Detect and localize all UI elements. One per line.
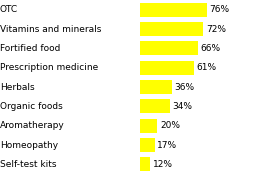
Text: Homeopathy: Homeopathy [0,140,58,149]
Text: Aromatherapy: Aromatherapy [0,121,65,130]
Text: Prescription medicine: Prescription medicine [0,63,98,72]
Text: Herbals: Herbals [0,82,35,92]
Text: Self-test kits: Self-test kits [0,160,56,169]
FancyBboxPatch shape [140,138,155,152]
FancyBboxPatch shape [140,22,203,36]
Text: Vitamins and minerals: Vitamins and minerals [0,25,101,34]
Text: Organic foods: Organic foods [0,102,63,111]
Text: Fortified food: Fortified food [0,44,60,53]
FancyBboxPatch shape [140,61,193,75]
Text: 17%: 17% [157,140,178,149]
Text: OTC: OTC [0,5,18,14]
Text: 20%: 20% [160,121,180,130]
FancyBboxPatch shape [140,41,198,55]
FancyBboxPatch shape [140,99,170,113]
Text: 61%: 61% [196,63,216,72]
Text: 12%: 12% [153,160,173,169]
FancyBboxPatch shape [140,119,157,133]
Text: 72%: 72% [206,25,226,34]
Text: 36%: 36% [174,82,194,92]
Text: 76%: 76% [209,5,229,14]
Text: 66%: 66% [200,44,221,53]
Text: 34%: 34% [172,102,192,111]
FancyBboxPatch shape [140,157,150,171]
FancyBboxPatch shape [140,80,171,94]
FancyBboxPatch shape [140,3,207,17]
